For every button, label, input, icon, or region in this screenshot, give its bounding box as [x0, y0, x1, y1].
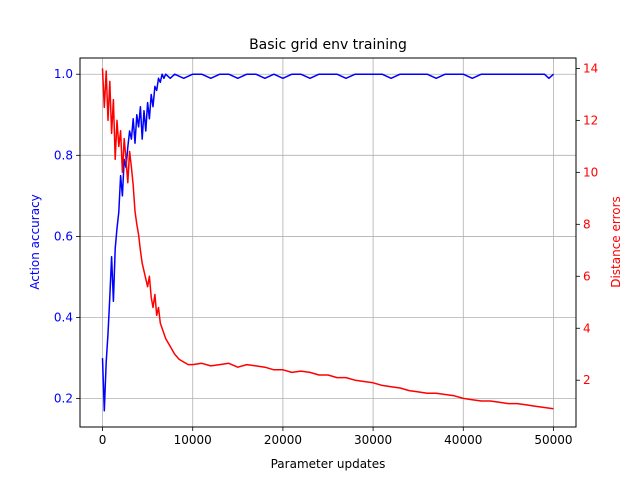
y-left-tick-label: 0.4 [54, 311, 73, 325]
x-tick-label: 50000 [534, 433, 572, 447]
distance-errors-line [101, 68, 554, 410]
y-left-tick-label: 0.6 [54, 229, 73, 243]
y-left-tick-label: 0.2 [54, 392, 73, 406]
y-right-tick-label: 2 [583, 373, 591, 387]
x-tick-label: 30000 [354, 433, 392, 447]
y-right-tick-label: 10 [583, 165, 598, 179]
y-left-axis-label: Action accuracy [28, 194, 42, 290]
x-tick-label: 0 [99, 433, 107, 447]
y-right-tick-label: 12 [583, 113, 598, 127]
plot-frame [79, 57, 577, 428]
y-left-tick-label: 0.8 [54, 148, 73, 162]
y-right-tick-label: 4 [583, 321, 591, 335]
y-right-axis: 2 4 6 8 10 12 14 [576, 61, 598, 387]
x-tick-label: 40000 [444, 433, 482, 447]
x-axis: 0 10000 20000 30000 40000 50000 [99, 427, 573, 447]
y-right-tick-label: 14 [583, 61, 598, 75]
y-left-axis: 0.2 0.4 0.6 0.8 1.0 [54, 67, 80, 406]
x-axis-label: Parameter updates [271, 457, 386, 471]
y-right-tick-label: 6 [583, 269, 591, 283]
x-tick-label: 20000 [264, 433, 302, 447]
series-layer [101, 68, 554, 412]
y-left-tick-label: 1.0 [54, 67, 73, 81]
x-tick-label: 10000 [174, 433, 212, 447]
y-right-tick-label: 8 [583, 217, 591, 231]
y-right-axis-label: Distance errors [609, 196, 623, 288]
chart-title: Basic grid env training [249, 37, 407, 53]
